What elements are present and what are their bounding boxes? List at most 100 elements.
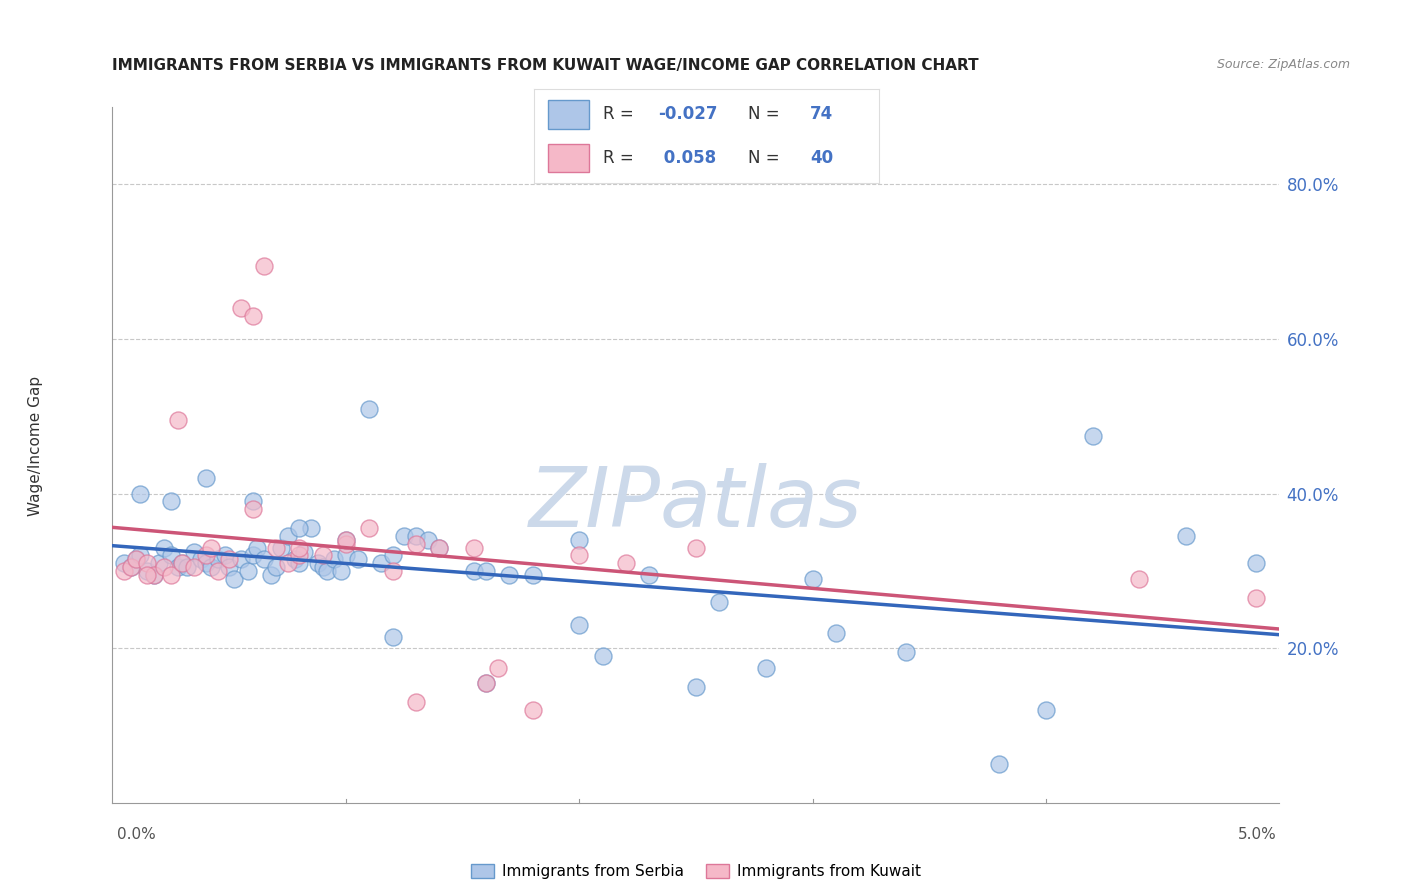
Point bbox=[370, 556, 392, 570]
Point bbox=[475, 676, 498, 690]
Point bbox=[166, 413, 188, 427]
Point bbox=[498, 567, 520, 582]
Point bbox=[125, 552, 148, 566]
Point bbox=[475, 676, 498, 690]
Point bbox=[120, 560, 142, 574]
Point bbox=[392, 529, 416, 543]
Point bbox=[614, 556, 637, 570]
FancyBboxPatch shape bbox=[548, 101, 589, 128]
Point bbox=[120, 560, 142, 574]
Point bbox=[894, 645, 917, 659]
Point bbox=[253, 259, 276, 273]
Point bbox=[288, 556, 311, 570]
Point bbox=[288, 549, 311, 563]
Point bbox=[229, 552, 252, 566]
Point bbox=[709, 595, 731, 609]
Point bbox=[316, 564, 339, 578]
Point bbox=[136, 567, 159, 582]
Legend: Immigrants from Serbia, Immigrants from Kuwait: Immigrants from Serbia, Immigrants from … bbox=[465, 858, 927, 886]
Point bbox=[475, 564, 498, 578]
Text: ZIPatlas: ZIPatlas bbox=[529, 463, 863, 544]
Point bbox=[148, 556, 170, 570]
Point bbox=[136, 556, 159, 570]
Point bbox=[405, 529, 427, 543]
Point bbox=[359, 521, 381, 535]
Point bbox=[283, 552, 305, 566]
Point bbox=[323, 552, 346, 566]
Point bbox=[246, 541, 269, 555]
Text: Wage/Income Gap: Wage/Income Gap bbox=[28, 376, 42, 516]
Point bbox=[307, 556, 329, 570]
Point bbox=[229, 301, 252, 315]
Point bbox=[405, 695, 427, 709]
Point bbox=[522, 703, 544, 717]
Point bbox=[172, 556, 194, 570]
Point bbox=[335, 533, 357, 547]
Point bbox=[129, 549, 152, 563]
Point bbox=[264, 541, 287, 555]
Point bbox=[264, 560, 287, 574]
Point bbox=[242, 494, 264, 508]
Point bbox=[214, 549, 236, 563]
Point bbox=[207, 552, 229, 566]
Text: R =: R = bbox=[603, 105, 640, 123]
Point bbox=[381, 564, 404, 578]
Point bbox=[486, 660, 509, 674]
Point bbox=[568, 533, 591, 547]
Point bbox=[427, 541, 450, 555]
Point bbox=[359, 401, 381, 416]
Point bbox=[200, 541, 222, 555]
Point bbox=[276, 529, 298, 543]
Point bbox=[194, 549, 217, 563]
Point bbox=[568, 549, 591, 563]
Point bbox=[270, 541, 292, 555]
Point bbox=[292, 544, 315, 558]
Text: 0.0%: 0.0% bbox=[117, 827, 156, 841]
Point bbox=[166, 560, 188, 574]
Point bbox=[160, 494, 183, 508]
Point bbox=[112, 556, 135, 570]
Point bbox=[463, 541, 485, 555]
Point bbox=[801, 572, 824, 586]
Point bbox=[153, 560, 176, 574]
Point bbox=[218, 560, 240, 574]
Point bbox=[125, 552, 148, 566]
Text: N =: N = bbox=[748, 105, 785, 123]
Point bbox=[218, 552, 240, 566]
Point bbox=[236, 564, 259, 578]
Point bbox=[200, 560, 222, 574]
Point bbox=[311, 549, 333, 563]
Point bbox=[112, 564, 135, 578]
Point bbox=[194, 556, 217, 570]
Point bbox=[463, 564, 485, 578]
Point bbox=[381, 549, 404, 563]
Point bbox=[1175, 529, 1198, 543]
Text: N =: N = bbox=[748, 149, 785, 167]
Text: R =: R = bbox=[603, 149, 640, 167]
Text: 5.0%: 5.0% bbox=[1237, 827, 1277, 841]
Text: 74: 74 bbox=[810, 105, 834, 123]
Point bbox=[685, 680, 707, 694]
Point bbox=[143, 567, 166, 582]
Point bbox=[592, 648, 614, 663]
Point bbox=[176, 560, 198, 574]
Point bbox=[988, 757, 1011, 772]
Point bbox=[153, 541, 176, 555]
Text: Source: ZipAtlas.com: Source: ZipAtlas.com bbox=[1216, 58, 1350, 71]
Point bbox=[311, 560, 333, 574]
Point bbox=[276, 556, 298, 570]
Point bbox=[381, 630, 404, 644]
Point bbox=[288, 541, 311, 555]
Text: 0.058: 0.058 bbox=[658, 149, 717, 167]
Point bbox=[638, 567, 661, 582]
Point bbox=[416, 533, 439, 547]
Point bbox=[253, 552, 276, 566]
Point bbox=[288, 521, 311, 535]
Point bbox=[194, 471, 217, 485]
Point bbox=[1244, 591, 1267, 605]
Point bbox=[755, 660, 778, 674]
Text: 40: 40 bbox=[810, 149, 832, 167]
Point bbox=[222, 572, 245, 586]
FancyBboxPatch shape bbox=[548, 144, 589, 171]
Point bbox=[335, 537, 357, 551]
